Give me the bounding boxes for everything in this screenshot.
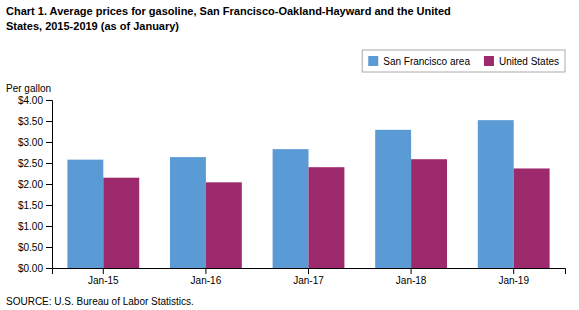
legend-item: San Francisco area [368,56,470,67]
x-tick-label: Jan-16 [191,275,222,286]
x-tick: Jan-18 [396,268,427,286]
y-axis: $0.00 $0.50 $1.00 $1.50 $2.00 $2.50 $3.00 $3.50… [18,95,53,274]
y-axis-line [46,101,53,269]
y-tick-label: $3.50 [18,116,43,127]
y-tick-label: $1.00 [18,221,43,232]
y-tick-mark [46,226,52,227]
bar [170,157,206,268]
legend-swatch [368,56,378,66]
y-tick: $0.00 [18,263,52,274]
y-tick-mark [46,268,52,269]
y-tick-label: $2.50 [18,158,43,169]
legend-swatch [484,56,494,66]
y-tick-mark [46,121,52,122]
x-axis-line [53,269,566,275]
bar [309,167,345,268]
bar [206,182,242,268]
y-label: Per gallon [6,83,51,94]
y-tick-mark [46,184,52,185]
x-tick-label: Jan-17 [293,275,324,286]
x-tick-label: Jan-18 [396,275,427,286]
y-tick: $2.00 [18,179,52,190]
y-tick-label: $3.00 [18,137,43,148]
legend: San Francisco area United States [362,50,565,72]
plot: $0.00 $0.50 $1.00 $1.50 $2.00 $2.50 $3.00 $3.50… [18,95,566,286]
x-tick-mark [308,268,309,274]
y-tick-label: $0.00 [18,263,43,274]
y-tick-mark [46,100,52,101]
y-tick-mark [46,163,52,164]
y-tick: $3.00 [18,137,52,148]
bar [67,160,103,268]
y-tick-label: $4.00 [18,95,43,106]
bar [478,120,514,268]
y-tick-mark [46,205,52,206]
x-tick: Jan-16 [191,268,222,286]
x-tick-label: Jan-15 [88,275,119,286]
y-tick-label: $2.00 [18,179,43,190]
y-tick-label: $0.50 [18,242,43,253]
bar [514,168,550,268]
legend-label: United States [499,56,559,67]
legend-label: San Francisco area [383,56,470,67]
y-tick: $4.00 [18,95,52,106]
title: States, 2015-2019 (as of January) [6,20,179,32]
y-tick: $1.00 [18,221,52,232]
y-tick-mark [46,247,52,248]
x-tick: Jan-19 [498,268,529,286]
x-tick-mark [513,268,514,274]
series [67,120,513,268]
bars [67,120,549,268]
y-tick: $2.50 [18,158,52,169]
annotation: SOURCE: U.S. Bureau of Labor Statistics. [6,296,194,307]
legend-item: United States [484,56,559,67]
x-tick: Jan-15 [88,268,119,286]
legend-frame [362,50,565,72]
y-tick: $0.50 [18,242,52,253]
x-axis: Jan-15 Jan-16 Jan-17 Jan-18 Jan-19 [53,268,566,286]
bar [103,178,139,268]
bar [411,159,447,268]
bar [273,149,309,268]
bar [375,130,411,268]
y-tick-mark [46,142,52,143]
y-tick-label: $1.50 [18,200,43,211]
series [103,159,549,268]
x-tick-mark [411,268,412,274]
x-tick-label: Jan-19 [498,275,529,286]
y-tick: $1.50 [18,200,52,211]
x-tick: Jan-17 [293,268,324,286]
title: Chart 1. Average prices for gasoline, Sa… [6,5,451,17]
x-tick-mark [205,268,206,274]
chart: Chart 1. Average prices for gasoline, Sa… [0,0,579,310]
y-tick: $3.50 [18,116,52,127]
x-tick-mark [103,268,104,274]
